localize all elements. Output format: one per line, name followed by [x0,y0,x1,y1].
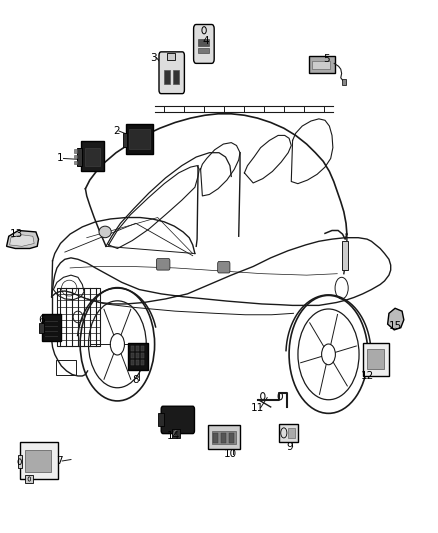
Bar [77,148,82,166]
Polygon shape [388,308,404,330]
Bar [164,70,170,84]
Bar [172,429,180,438]
FancyBboxPatch shape [42,314,61,342]
Polygon shape [10,235,34,246]
FancyBboxPatch shape [128,343,148,370]
Bar [221,433,226,443]
Text: 4: 4 [202,36,209,46]
Text: 15: 15 [389,320,402,330]
Text: 12: 12 [361,371,374,381]
Bar [342,79,346,85]
Bar [74,155,77,158]
Text: 11: 11 [251,402,264,413]
Text: 14: 14 [167,432,180,441]
Bar [141,353,144,358]
FancyBboxPatch shape [156,259,170,270]
FancyBboxPatch shape [159,52,184,94]
Bar [18,455,22,468]
Text: 13: 13 [10,229,23,239]
FancyBboxPatch shape [218,262,230,273]
Bar [39,322,44,333]
Bar [141,360,144,365]
FancyBboxPatch shape [126,124,153,154]
Bar [312,61,330,69]
Bar [212,431,236,445]
FancyBboxPatch shape [161,406,194,434]
Bar [57,288,100,346]
Bar [56,360,76,375]
Bar [198,47,209,53]
Bar [74,160,77,164]
FancyBboxPatch shape [363,343,389,376]
FancyBboxPatch shape [194,25,214,63]
Bar [85,148,100,166]
Bar [141,346,144,351]
Ellipse shape [99,226,111,238]
FancyBboxPatch shape [81,141,104,172]
Text: 6: 6 [38,315,45,325]
Bar [25,475,33,482]
Bar [342,241,348,270]
Text: 3: 3 [150,53,157,62]
Bar [367,349,384,369]
FancyBboxPatch shape [208,425,240,449]
Bar [213,433,218,443]
Text: 5: 5 [323,54,330,64]
Bar [136,353,139,358]
Bar [167,53,175,60]
Bar [25,450,51,472]
Bar [136,346,139,351]
Bar [123,133,127,147]
Bar [74,149,77,152]
Bar [198,39,209,46]
FancyBboxPatch shape [20,442,58,479]
Bar [173,70,179,84]
Text: 2: 2 [113,126,120,136]
Text: 9: 9 [286,441,293,451]
Bar [131,360,134,365]
Text: 10: 10 [223,449,237,459]
Bar [229,433,234,443]
FancyBboxPatch shape [309,56,335,74]
Bar [136,360,139,365]
Text: 8: 8 [132,375,139,385]
Bar [129,129,150,149]
Text: 1: 1 [57,154,64,164]
Bar [131,346,134,351]
Bar [288,428,295,438]
Bar [158,414,164,426]
FancyBboxPatch shape [279,424,298,442]
Bar [131,353,134,358]
Text: 7: 7 [56,456,63,466]
Polygon shape [7,230,39,248]
